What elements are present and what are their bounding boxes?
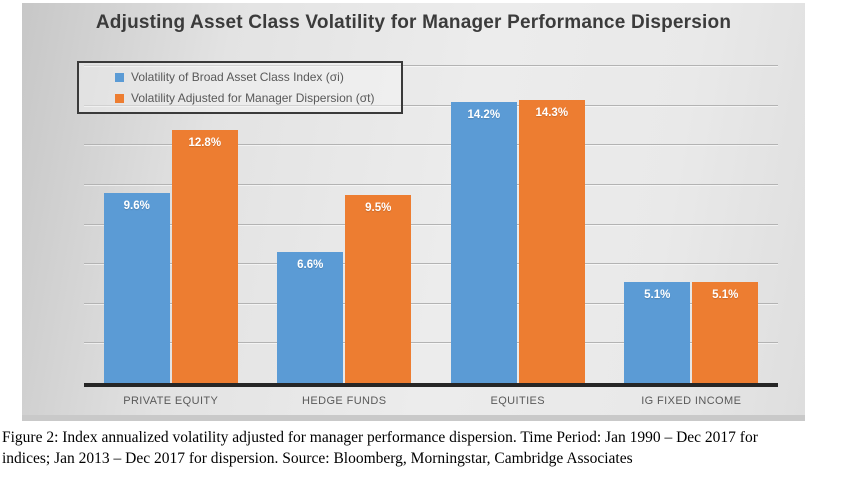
x-axis-label: HEDGE FUNDS bbox=[302, 395, 387, 407]
figure-caption-line1: Figure 2: Index annualized volatility ad… bbox=[2, 429, 758, 446]
figure-caption: Figure 2: Index annualized volatility ad… bbox=[2, 427, 824, 469]
gridline bbox=[84, 65, 778, 67]
bar-group: 5.1% 5.1% bbox=[605, 62, 779, 383]
gridline bbox=[84, 342, 778, 344]
bar-series-0: 6.6% bbox=[277, 252, 344, 383]
bar-value-label: 5.1% bbox=[644, 289, 671, 302]
x-axis-line bbox=[84, 383, 778, 387]
bar-series-1: 9.5% bbox=[345, 194, 412, 383]
bar-value-label: 12.8% bbox=[188, 136, 222, 149]
gridline bbox=[84, 144, 778, 146]
chart-title: Adjusting Asset Class Volatility for Man… bbox=[95, 12, 732, 33]
legend-swatch-blue-icon bbox=[115, 72, 124, 82]
bar-value-label: 14.2% bbox=[467, 108, 501, 121]
bar-group: 6.6% 9.5% bbox=[258, 62, 432, 383]
bar-group: 9.6% 12.8% bbox=[84, 62, 258, 383]
figure-caption-line2: indices; Jan 2013 – Dec 2017 for dispers… bbox=[2, 450, 633, 467]
gridline bbox=[84, 104, 778, 106]
gridline bbox=[84, 263, 778, 265]
gridline bbox=[84, 302, 778, 304]
bar-value-label: 14.3% bbox=[535, 106, 569, 119]
x-axis-label: PRIVATE EQUITY bbox=[123, 395, 219, 407]
legend-item-adjusted-volatility: Volatility Adjusted for Manager Dispersi… bbox=[115, 91, 401, 105]
plot-area: 9.6% 12.8% 6.6% 9.5% 14.2% 14.3% 5.1% 5.1% bbox=[84, 62, 778, 387]
legend-label: Volatility Adjusted for Manager Dispersi… bbox=[131, 91, 375, 105]
legend-box: Volatility of Broad Asset Class Index (σ… bbox=[77, 61, 403, 114]
bar-series-1: 12.8% bbox=[171, 129, 238, 383]
x-axis-labels: PRIVATE EQUITY HEDGE FUNDS EQUITIES IG FIXE… bbox=[84, 395, 778, 407]
x-axis-label: IG FIXED INCOME bbox=[641, 395, 742, 407]
legend-swatch-orange-icon bbox=[115, 93, 124, 103]
gridline bbox=[84, 184, 778, 185]
bar-series-1: 5.1% bbox=[692, 282, 759, 383]
bar-value-label: 9.5% bbox=[365, 201, 392, 214]
bar-value-label: 5.1% bbox=[712, 289, 739, 302]
bar-series-0: 9.6% bbox=[103, 192, 170, 383]
bar-series-0: 5.1% bbox=[624, 282, 691, 383]
x-axis-label: EQUITIES bbox=[490, 395, 546, 407]
bar-series-1: 14.3% bbox=[518, 99, 585, 383]
bar-group: 14.2% 14.3% bbox=[431, 62, 605, 383]
gridline bbox=[84, 223, 778, 225]
bar-value-label: 6.6% bbox=[297, 259, 324, 272]
legend-item-index-volatility: Volatility of Broad Asset Class Index (σ… bbox=[115, 70, 401, 84]
bar-value-label: 9.6% bbox=[123, 199, 150, 212]
bar-groups: 9.6% 12.8% 6.6% 9.5% 14.2% 14.3% 5.1% 5.1% bbox=[84, 62, 778, 383]
legend-label: Volatility of Broad Asset Class Index (σ… bbox=[131, 70, 344, 84]
chart-area: Adjusting Asset Class Volatility for Man… bbox=[22, 3, 805, 421]
bar-series-0: 14.2% bbox=[450, 101, 517, 383]
